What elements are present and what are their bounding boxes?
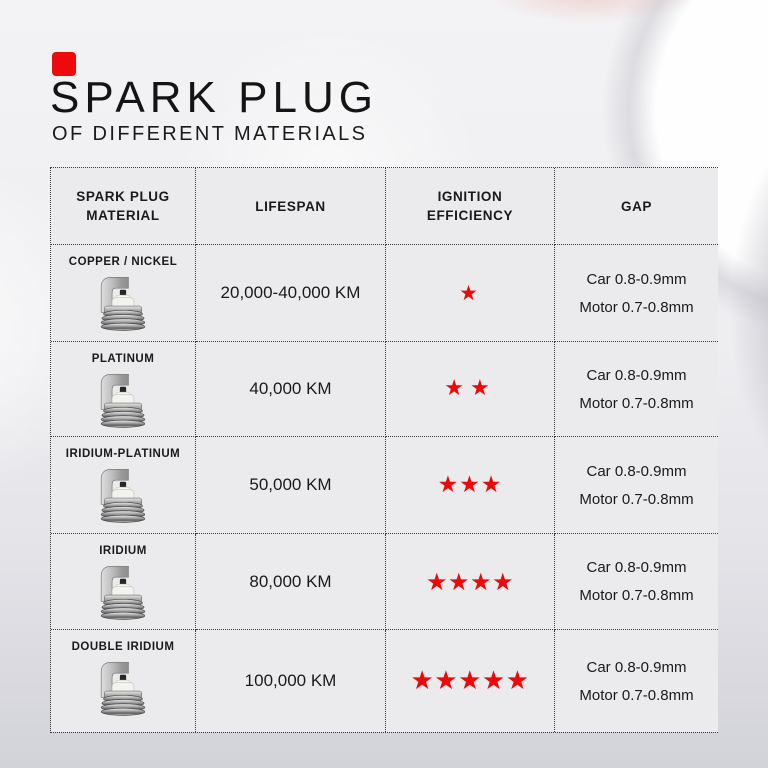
lifespan-cell: 100,000 KM bbox=[196, 630, 386, 732]
spark-plug-icon bbox=[100, 565, 146, 620]
lifespan-cell: 40,000 KM bbox=[196, 342, 386, 437]
gap-car: Car 0.8-0.9mm bbox=[586, 270, 687, 288]
gap-motor: Motor 0.7-0.8mm bbox=[579, 490, 694, 508]
header-gap: GAP bbox=[555, 168, 718, 245]
page-title: SPARK PLUG bbox=[50, 73, 378, 122]
spark-plug-icon bbox=[100, 468, 146, 523]
material-label: COPPER / NICKEL bbox=[68, 256, 178, 268]
lifespan-cell: 50,000 KM bbox=[196, 437, 386, 534]
gap-motor: Motor 0.7-0.8mm bbox=[579, 298, 694, 316]
gap-cell: Car 0.8-0.9mm Motor 0.7-0.8mm bbox=[555, 245, 718, 342]
star-icon: ★★★ bbox=[437, 471, 503, 498]
material-cell: IRIDIUM-PLATINUM bbox=[51, 437, 196, 534]
lifespan-cell: 80,000 KM bbox=[196, 534, 386, 630]
header-material: SPARK PLUG MATERIAL bbox=[51, 168, 196, 245]
header-lifespan: LIFESPAN bbox=[196, 168, 386, 245]
star-icon: ★★★★ bbox=[425, 567, 515, 596]
efficiency-cell: ★★★★ bbox=[386, 534, 555, 630]
gap-car: Car 0.8-0.9mm bbox=[586, 462, 687, 480]
gap-car: Car 0.8-0.9mm bbox=[586, 559, 687, 576]
material-cell: DOUBLE IRIDIUM bbox=[51, 630, 196, 732]
material-label: PLATINUM bbox=[91, 353, 155, 365]
star-icon: ★ bbox=[459, 280, 481, 305]
gap-car: Car 0.8-0.9mm bbox=[586, 366, 687, 384]
gap-cell: Car 0.8-0.9mm Motor 0.7-0.8mm bbox=[555, 630, 718, 732]
efficiency-cell: ★ bbox=[386, 245, 555, 342]
spark-plug-icon bbox=[100, 661, 146, 716]
star-icon: ★★ bbox=[444, 376, 496, 401]
material-label: DOUBLE IRIDIUM bbox=[71, 641, 175, 653]
efficiency-cell: ★★★★★ bbox=[386, 630, 555, 732]
material-cell: IRIDIUM bbox=[51, 534, 196, 630]
material-cell: PLATINUM bbox=[51, 342, 196, 437]
efficiency-cell: ★★★ bbox=[386, 437, 555, 534]
material-label: IRIDIUM-PLATINUM bbox=[65, 448, 181, 460]
gap-cell: Car 0.8-0.9mm Motor 0.7-0.8mm bbox=[555, 534, 718, 630]
gap-cell: Car 0.8-0.9mm Motor 0.7-0.8mm bbox=[555, 342, 718, 437]
comparison-table: SPARK PLUG MATERIAL LIFESPAN IGNITION EF… bbox=[50, 167, 718, 733]
gap-motor: Motor 0.7-0.8mm bbox=[579, 394, 694, 412]
gap-car: Car 0.8-0.9mm bbox=[586, 658, 687, 676]
material-cell: COPPER / NICKEL bbox=[51, 245, 196, 342]
lifespan-cell: 20,000-40,000 KM bbox=[196, 245, 386, 342]
spark-plug-icon bbox=[100, 276, 146, 331]
gap-cell: Car 0.8-0.9mm Motor 0.7-0.8mm bbox=[555, 437, 718, 534]
efficiency-cell: ★★ bbox=[386, 342, 555, 437]
material-label: IRIDIUM bbox=[99, 545, 147, 557]
red-square-logo bbox=[52, 52, 76, 76]
header-ignition-efficiency: IGNITION EFFICIENCY bbox=[386, 168, 555, 245]
gap-motor: Motor 0.7-0.8mm bbox=[579, 587, 694, 604]
gap-motor: Motor 0.7-0.8mm bbox=[579, 686, 694, 704]
star-icon: ★★★★★ bbox=[410, 666, 530, 696]
spark-plug-icon bbox=[100, 373, 146, 428]
page-subtitle: OF DIFFERENT MATERIALS bbox=[52, 123, 368, 145]
